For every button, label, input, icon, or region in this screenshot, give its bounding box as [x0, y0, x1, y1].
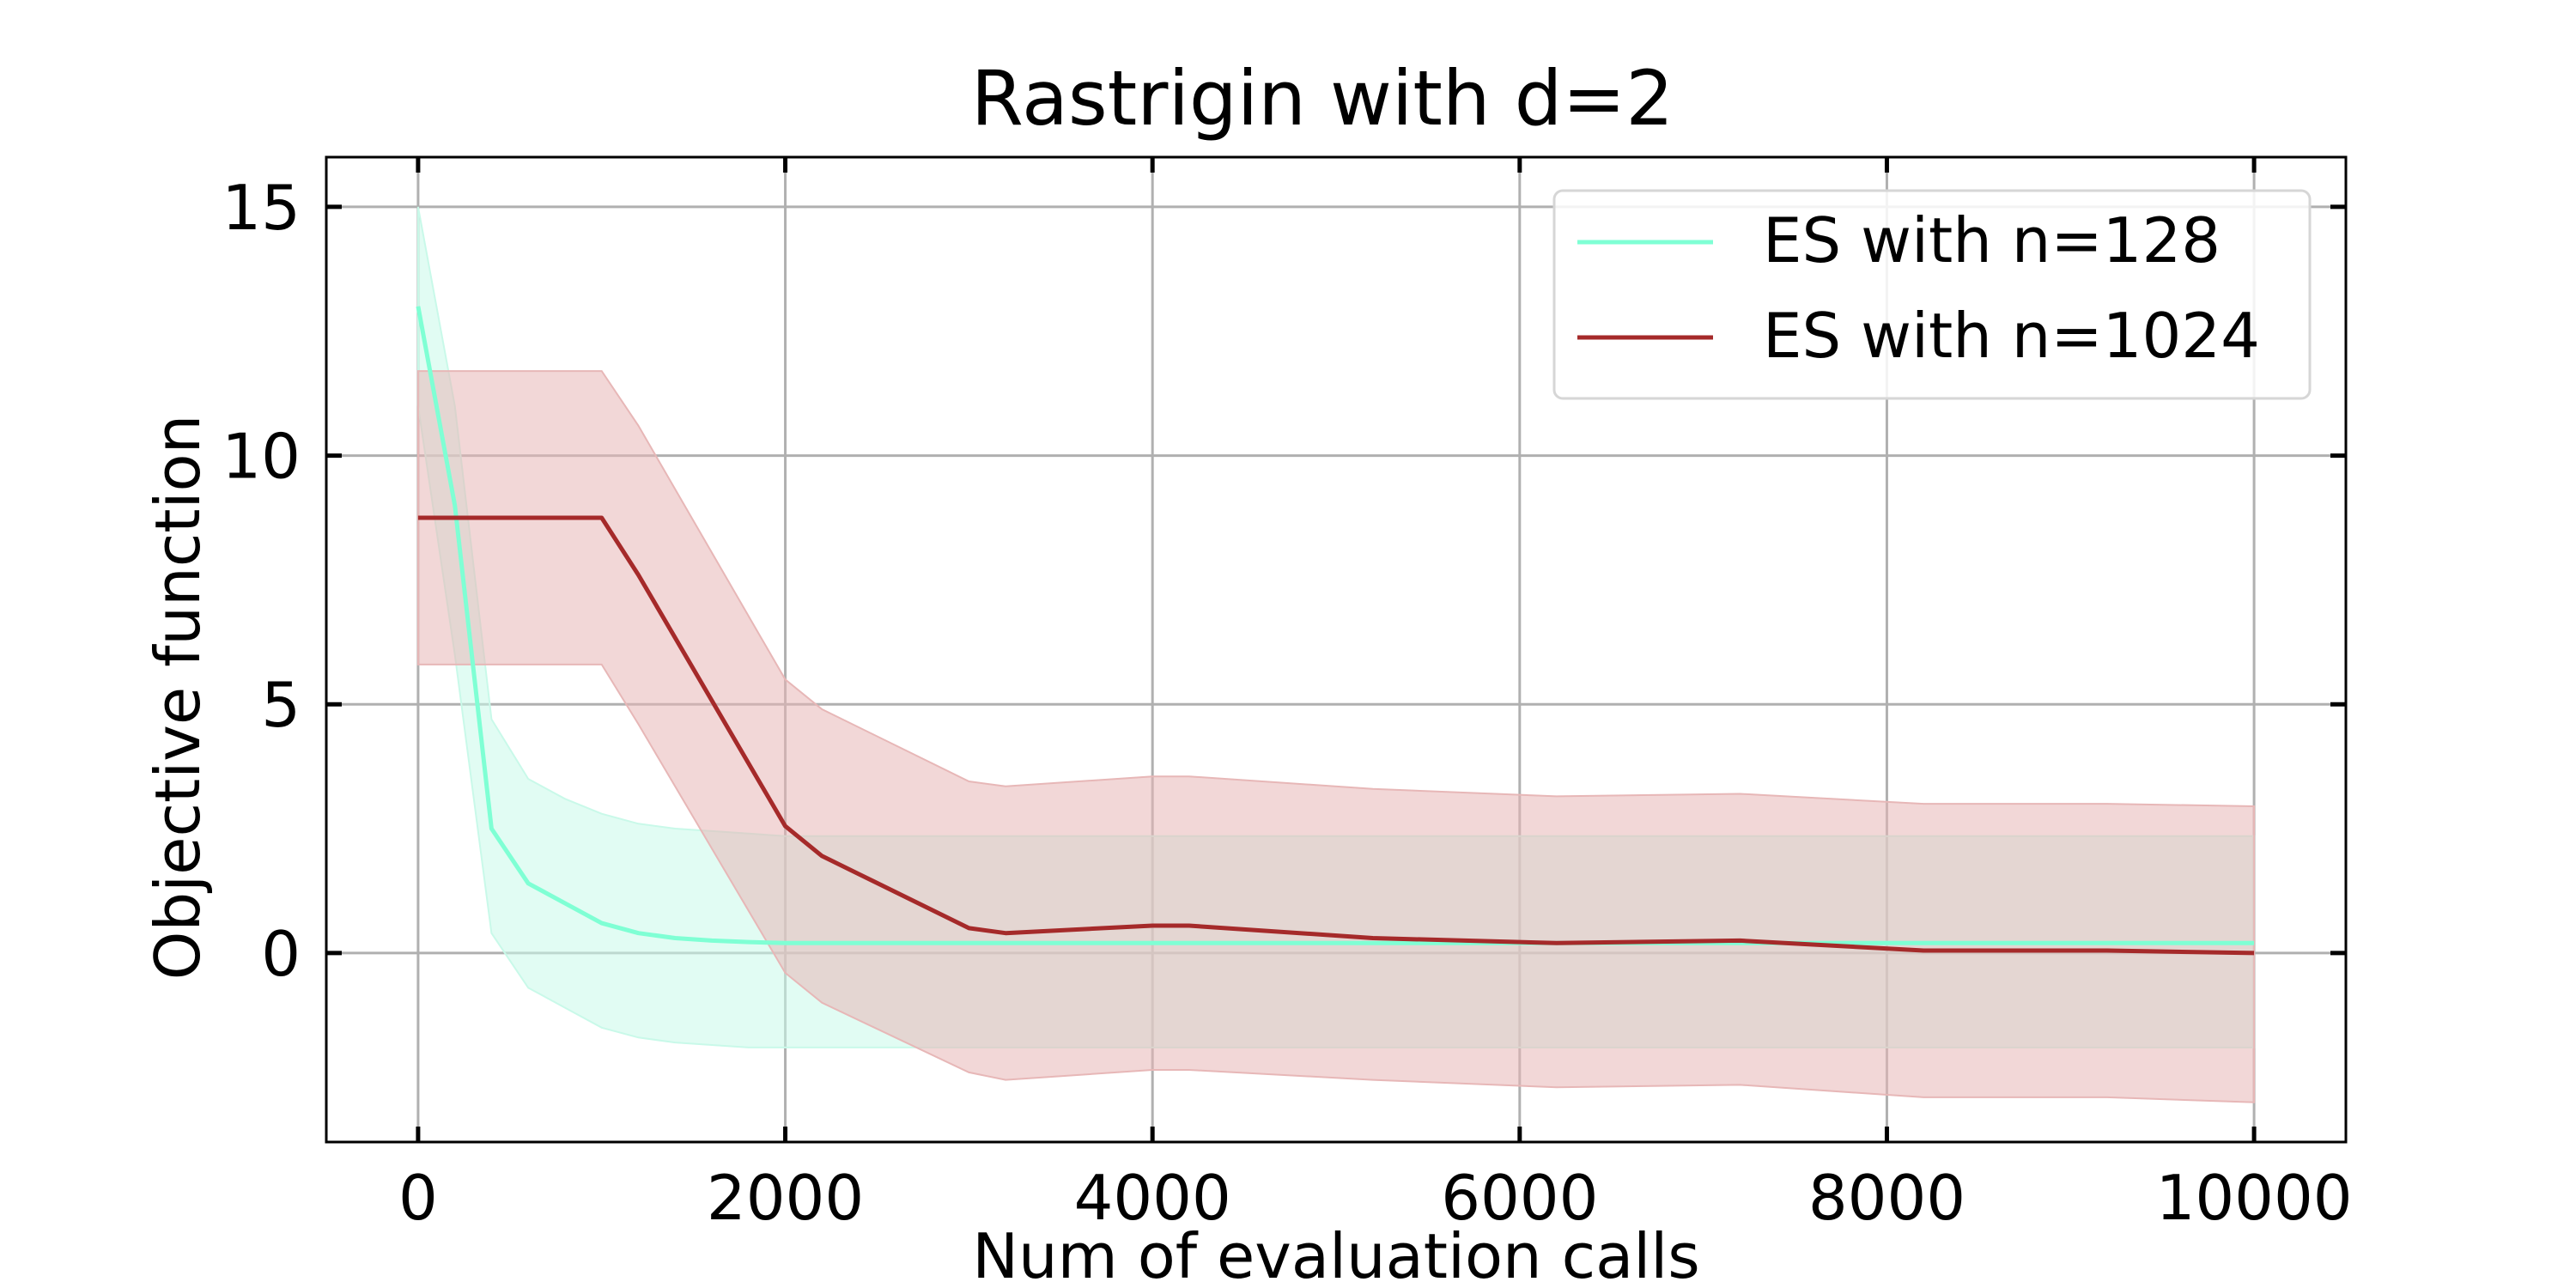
- x-tick-labels: 0 2000 4000 6000 8000 10000: [398, 1162, 2353, 1234]
- bands: [416, 206, 2256, 1103]
- legend: ES with n=128 ES with n=1024: [1552, 189, 2312, 400]
- series-lines: [416, 306, 2255, 956]
- legend-box: [1552, 189, 2312, 400]
- plot-frame: [325, 155, 2348, 1144]
- y-axis-label: Objective function: [142, 415, 214, 980]
- ticks: [326, 157, 2346, 1142]
- y-tick-label: 10: [222, 421, 301, 493]
- y-tick-label: 0: [261, 918, 301, 990]
- x-axis-label: Num of evaluation calls: [972, 1220, 1700, 1288]
- chart-title: Rastrigin with d=2: [971, 54, 1674, 143]
- band-n1024: [416, 370, 2256, 1103]
- y-tick-label: 5: [261, 669, 301, 741]
- legend-label-n1024: ES with n=1024: [1763, 300, 2260, 372]
- legend-label-n128: ES with n=128: [1763, 204, 2221, 276]
- line-n1024: [417, 515, 2255, 956]
- y-tick-labels: 0 5 10 15: [222, 172, 301, 990]
- x-tick-label: 2000: [707, 1162, 864, 1234]
- x-tick-label: 10000: [2156, 1162, 2353, 1234]
- x-tick-label: 8000: [1808, 1162, 1965, 1234]
- y-tick-label: 15: [222, 172, 301, 244]
- x-tick-label: 0: [398, 1162, 438, 1234]
- x-tick-label: 6000: [1441, 1162, 1598, 1234]
- x-tick-label: 4000: [1074, 1162, 1231, 1234]
